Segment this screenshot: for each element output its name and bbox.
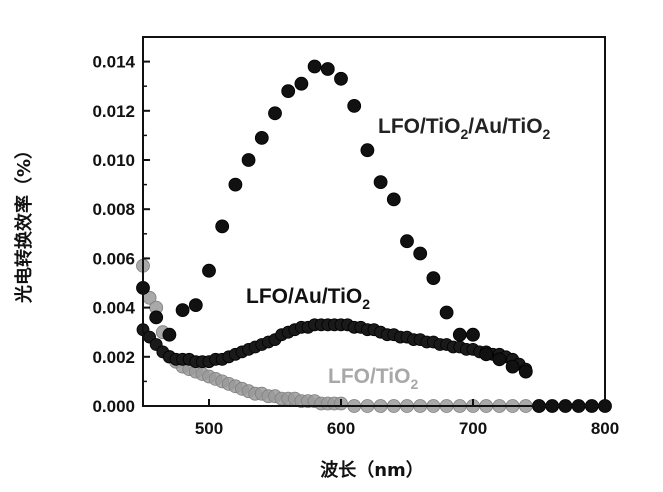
point-lfo-tio2-au-tio2 — [414, 247, 427, 260]
point-lfo-tio2-au-tio2 — [282, 85, 295, 98]
point-lfo-tio2-au-tio2 — [163, 328, 176, 341]
series-label-lfo-tio2-au-tio2: LFO/TiO2/Au/TiO2 — [378, 115, 551, 142]
point-lfo-tio2-au-tio2 — [269, 107, 282, 120]
plot-frame — [143, 37, 605, 406]
point-lfo-tio2-au-tio2 — [427, 272, 440, 285]
point-lfo-tio2-au-tio2 — [519, 365, 532, 378]
point-lfo-tio2-au-tio2 — [348, 99, 361, 112]
point-lfo-tio2-au-tio2 — [216, 220, 229, 233]
y-tick-label: 0.000 — [92, 397, 135, 416]
y-tick-label: 0.004 — [92, 299, 135, 318]
point-lfo-tio2-au-tio2 — [440, 306, 453, 319]
chart-marks — [137, 60, 612, 413]
x-tick-label: 800 — [591, 419, 619, 438]
point-lfo-tio2-au-tio2 — [374, 176, 387, 189]
y-tick-label: 0.012 — [92, 102, 135, 121]
point-lfo-tio2-au-tio2 — [176, 304, 189, 317]
series-label-lfo-tio2: LFO/TiO2 — [328, 365, 418, 392]
point-lfo-tio2-au-tio2 — [255, 131, 268, 144]
point-lfo-tio2-au-tio2 — [203, 264, 216, 277]
x-tick-label: 600 — [327, 419, 355, 438]
point-lfo-tio2-au-tio2 — [480, 348, 493, 361]
series-label-lfo-au-tio2: LFO/Au/TiO2 — [246, 285, 370, 312]
point-lfo-tio2-au-tio2 — [467, 328, 480, 341]
point-lfo-tio2-au-tio2 — [150, 311, 163, 324]
y-axis-title: 光电转换效率（%） — [13, 141, 35, 304]
point-lfo-tio2-au-tio2 — [401, 235, 414, 248]
point-lfo-tio2-au-tio2 — [321, 63, 334, 76]
point-lfo-tio2-au-tio2 — [361, 144, 374, 157]
point-lfo-tio2-au-tio2 — [229, 178, 242, 191]
y-tick-label: 0.014 — [92, 53, 135, 72]
y-tick-label: 0.006 — [92, 249, 135, 268]
point-lfo-tio2-au-tio2 — [493, 353, 506, 366]
point-lfo-tio2-au-tio2 — [387, 193, 400, 206]
x-tick-label: 700 — [459, 419, 487, 438]
y-tick-label: 0.010 — [92, 151, 135, 170]
point-lfo-tio2-au-tio2 — [242, 154, 255, 167]
point-lfo-tio2-au-tio2 — [189, 299, 202, 312]
point-lfo-tio2-au-tio2 — [506, 360, 519, 373]
y-tick-label: 0.008 — [92, 200, 135, 219]
point-lfo-tio2-au-tio2 — [295, 77, 308, 90]
point-lfo-tio2-au-tio2 — [335, 72, 348, 85]
y-tick-label: 0.002 — [92, 348, 135, 367]
point-lfo-tio2-au-tio2 — [308, 60, 321, 73]
x-axis-title: 波长（nm） — [320, 459, 424, 481]
x-tick-label: 500 — [195, 419, 223, 438]
point-lfo-tio2-au-tio2 — [453, 328, 466, 341]
